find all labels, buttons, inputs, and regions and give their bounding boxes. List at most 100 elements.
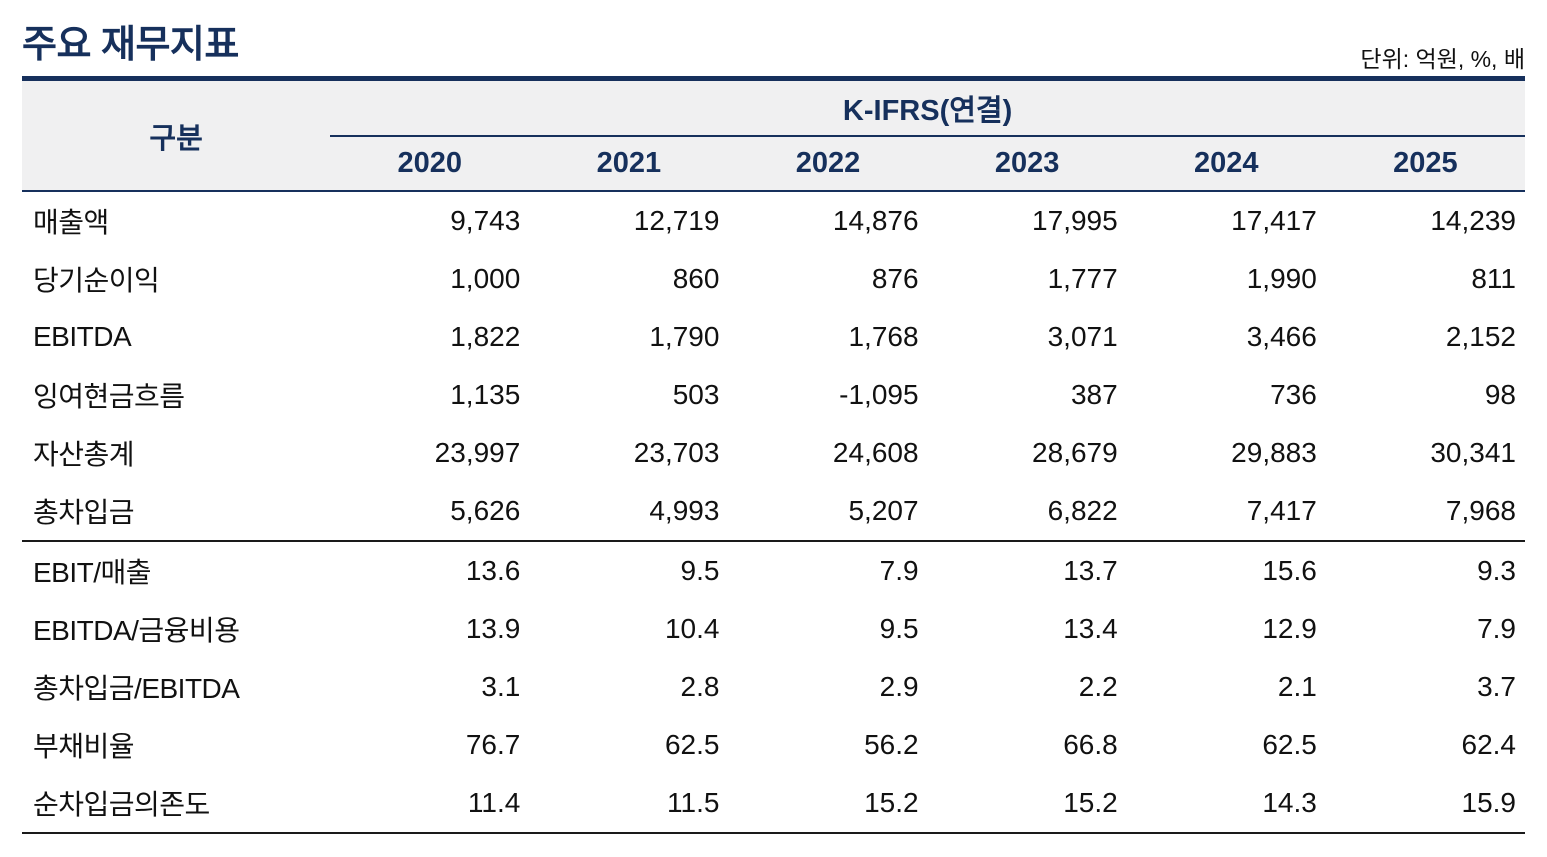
value-cell: 62.5 (664, 729, 720, 760)
value-cell: 5,626 (330, 482, 530, 542)
table-row: 잉여현금흐름 1,135 503 -1,095 387 736 98 (22, 366, 1525, 424)
value-cell: 12,719 (633, 205, 720, 236)
value-cell: 2.8 (680, 671, 720, 702)
column-header-group: 구분 (22, 78, 331, 192)
value-cell: 9.5 (680, 555, 720, 586)
header-row-years: 2020 2021 2022 2023 2024 2025 (22, 136, 1525, 192)
table-row: 순차입금의존도 11.4 11.5 15.2 15.2 14.3 15.9 (22, 774, 1525, 833)
value-cell: 7,417 (1126, 482, 1326, 542)
value-cell: 6,822 (927, 482, 1127, 542)
value-cell: 24,608 (832, 437, 919, 468)
value-cell: 76.7 (465, 729, 521, 760)
table-row: 총차입금 5,626 4,993 5,207 6,822 7,417 7,968 (22, 482, 1525, 542)
value-cell: 14,239 (1430, 205, 1516, 236)
value-cell: 62.5 (1262, 729, 1317, 760)
row-label: EBITDA (33, 321, 132, 352)
value-cell: 7,968 (1325, 482, 1525, 542)
value-cell: 13.4 (1063, 613, 1118, 644)
value-cell: 7.9 (879, 555, 919, 586)
value-cell: 12.9 (1262, 613, 1317, 644)
header-bar: 주요 재무지표 단위: 억원, %, 배 (22, 0, 1525, 76)
column-header-year-2024: 2024 (1126, 136, 1326, 192)
row-label: 순차입금의존도 (33, 789, 210, 820)
value-cell: 7.9 (1477, 613, 1516, 644)
value-cell: 13.9 (465, 613, 521, 644)
value-cell: 15.6 (1262, 555, 1317, 586)
value-cell: 1,000 (450, 263, 521, 294)
value-cell: 1,768 (848, 321, 919, 352)
column-header-year-2023: 2023 (927, 136, 1127, 192)
table-body: 매출액 9,743 12,719 14,876 17,995 17,417 14… (22, 191, 1525, 833)
value-cell: 17,417 (1231, 205, 1317, 236)
row-label: 매출액 (33, 207, 109, 238)
table-row: EBIT/매출 13.6 9.5 7.9 13.7 15.6 9.3 (22, 541, 1525, 600)
value-cell: 15.2 (864, 787, 919, 818)
value-cell: 503 (672, 379, 720, 410)
value-cell: 11.5 (667, 787, 720, 818)
row-label: 자산총계 (33, 439, 135, 470)
row-label: 총차입금 (22, 482, 331, 542)
value-cell: 5,207 (728, 482, 928, 542)
value-cell: 23,997 (434, 437, 521, 468)
value-cell: 23,703 (633, 437, 720, 468)
row-label: EBITDA/금융비용 (33, 615, 240, 646)
value-cell: 10.4 (664, 613, 720, 644)
table-row: 자산총계 23,997 23,703 24,608 28,679 29,883 … (22, 424, 1525, 482)
row-label: EBIT/매출 (33, 557, 152, 588)
value-cell: 66.8 (1063, 729, 1118, 760)
value-cell: 2.2 (1078, 671, 1118, 702)
value-cell: 62.4 (1461, 729, 1517, 760)
table-row: EBITDA 1,822 1,790 1,768 3,071 3,466 2,1… (22, 308, 1525, 366)
value-cell: 29,883 (1231, 437, 1317, 468)
financial-indicators-table: 구분 K-IFRS(연결) 2020 2021 2022 2023 2024 2… (22, 76, 1525, 834)
row-label: 잉여현금흐름 (33, 381, 185, 412)
value-cell: 736 (1270, 379, 1317, 410)
value-cell: 811 (1471, 263, 1516, 294)
column-header-year-2021: 2021 (529, 136, 729, 192)
column-header-year-2025: 2025 (1325, 136, 1525, 192)
value-cell: 860 (672, 263, 720, 294)
value-cell: 98 (1484, 379, 1516, 410)
value-cell: 28,679 (1032, 437, 1118, 468)
value-cell: 13.6 (465, 555, 521, 586)
value-cell: 15.2 (1063, 787, 1118, 818)
column-header-year-2022: 2022 (728, 136, 928, 192)
row-label: 총차입금/EBITDA (33, 673, 240, 704)
page-title: 주요 재무지표 (22, 24, 239, 67)
column-header-year-2020: 2020 (330, 136, 530, 192)
value-cell: 9.3 (1477, 555, 1516, 586)
unit-note: 단위: 억원, %, 배 (1360, 45, 1525, 72)
table-row: 매출액 9,743 12,719 14,876 17,995 17,417 14… (22, 191, 1525, 250)
table-row: 부채비율 76.7 62.5 56.2 66.8 62.5 62.4 (22, 716, 1525, 774)
value-cell: 1,990 (1246, 263, 1317, 294)
value-cell: 30,341 (1430, 437, 1516, 468)
table-row: EBITDA/금융비용 13.9 10.4 9.5 13.4 12.9 7.9 (22, 600, 1525, 658)
value-cell: 9.5 (879, 613, 919, 644)
value-cell: 2.9 (879, 671, 919, 702)
value-cell: 17,995 (1032, 205, 1118, 236)
value-cell: 1,822 (450, 321, 521, 352)
table-header: 구분 K-IFRS(연결) 2020 2021 2022 2023 2024 2… (22, 78, 1525, 192)
value-cell: 387 (1070, 379, 1118, 410)
value-cell: 3,071 (1047, 321, 1118, 352)
value-cell: 13.7 (1063, 555, 1118, 586)
value-cell: 3.7 (1477, 671, 1516, 702)
value-cell: 3,466 (1246, 321, 1317, 352)
table-row: 총차입금/EBITDA 3.1 2.8 2.9 2.2 2.1 3.7 (22, 658, 1525, 716)
header-row-standard: 구분 K-IFRS(연결) (22, 78, 1525, 192)
value-cell: 15.9 (1461, 787, 1517, 818)
value-cell: -1,095 (839, 379, 919, 410)
value-cell: 14,876 (832, 205, 919, 236)
value-cell: 3.1 (481, 671, 521, 702)
value-cell: 14.3 (1262, 787, 1317, 818)
value-cell: 11.4 (467, 787, 521, 818)
value-cell: 2.1 (1277, 671, 1317, 702)
row-label: 당기순이익 (33, 265, 160, 296)
value-cell: 56.2 (864, 729, 919, 760)
table-row: 당기순이익 1,000 860 876 1,777 1,990 811 (22, 250, 1525, 308)
value-cell: 1,790 (649, 321, 720, 352)
column-header-standard: K-IFRS(연결) (330, 78, 1525, 137)
value-cell: 1,135 (450, 379, 521, 410)
value-cell: 9,743 (450, 205, 521, 236)
